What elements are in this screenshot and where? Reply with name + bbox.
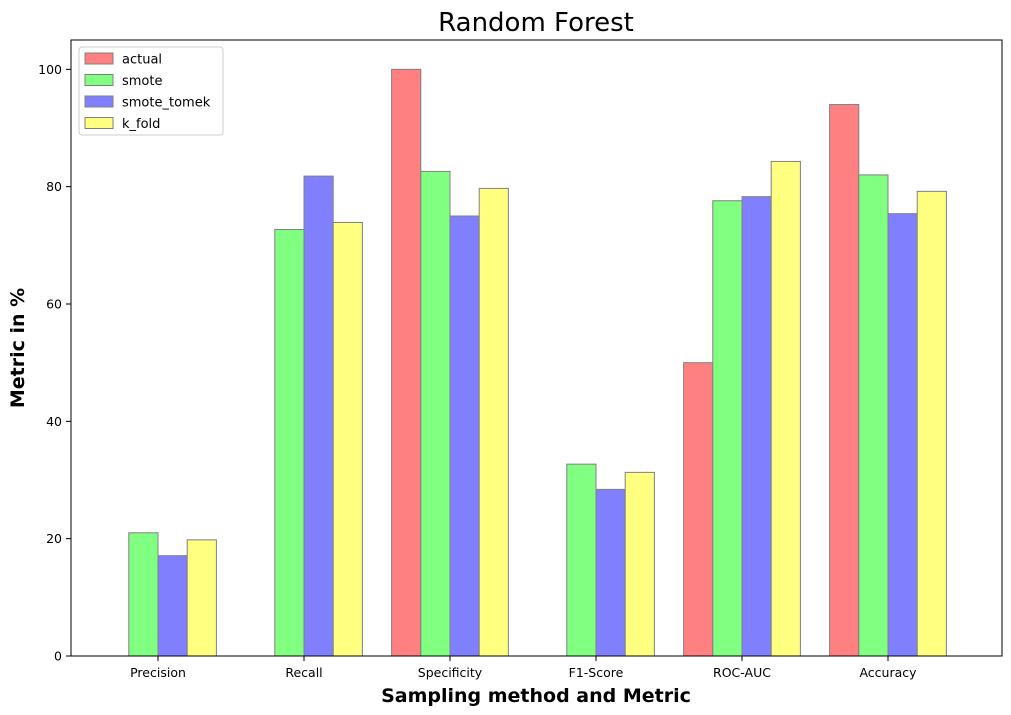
legend-label-smote_tomek: smote_tomek bbox=[122, 96, 211, 111]
y-tick-label: 0 bbox=[54, 649, 62, 664]
plot-frame bbox=[70, 39, 1003, 657]
bar-smote-recall bbox=[274, 228, 305, 657]
legend-swatch-smote_tomek bbox=[84, 95, 114, 108]
bar-actual-specificity bbox=[391, 68, 422, 657]
x-tick-label: F1-Score bbox=[569, 665, 624, 680]
legend-box bbox=[78, 46, 224, 136]
legend-swatch-k_fold bbox=[84, 117, 114, 129]
bar-smote_tomek-specificity bbox=[449, 215, 480, 657]
bar-smote-f1-score bbox=[566, 463, 597, 657]
bar-k_fold-accuracy bbox=[916, 190, 947, 657]
bar-smote_tomek-roc-auc bbox=[741, 196, 772, 657]
legend-label-k_fold: k_fold bbox=[122, 117, 160, 132]
bar-smote_tomek-accuracy bbox=[887, 213, 918, 657]
bar-actual-accuracy bbox=[829, 104, 860, 657]
bar-k_fold-roc-auc bbox=[770, 160, 801, 657]
bar-k_fold-specificity bbox=[478, 187, 509, 657]
x-tick-label: Accuracy bbox=[859, 665, 917, 680]
bar-smote_tomek-recall bbox=[303, 175, 334, 657]
y-tick-label: 100 bbox=[38, 62, 62, 77]
y-axis-label: Metric in % bbox=[7, 288, 29, 408]
x-tick-label: Specificity bbox=[418, 665, 483, 680]
x-tick-label: ROC-AUC bbox=[713, 665, 771, 680]
bar-k_fold-recall bbox=[332, 221, 363, 657]
legend: actual smote smote_tomek k_fold bbox=[78, 46, 224, 136]
bar-smote-accuracy bbox=[858, 174, 889, 657]
y-tick-label: 80 bbox=[46, 179, 62, 194]
y-axis: 0 20 40 60 80 100 bbox=[38, 62, 71, 664]
x-axis-label: Sampling method and Metric bbox=[381, 685, 691, 707]
legend-swatch-actual bbox=[84, 52, 114, 65]
x-tick-label: Recall bbox=[285, 665, 322, 680]
y-tick-label: 60 bbox=[46, 297, 62, 312]
chart-title: Random Forest bbox=[438, 8, 634, 38]
x-axis: Precision Recall Specificity F1-Score ROC-AU… bbox=[130, 656, 917, 680]
bar-smote_tomek-f1-score bbox=[595, 488, 626, 657]
x-tick-label: Precision bbox=[130, 665, 186, 680]
bar-smote-precision bbox=[128, 532, 159, 657]
bar-actual-roc-auc bbox=[683, 362, 714, 657]
y-tick-label: 40 bbox=[46, 414, 62, 429]
legend-swatch-smote bbox=[84, 74, 114, 86]
bar-k_fold-f1-score bbox=[624, 471, 655, 657]
bar-k_fold-precision bbox=[186, 539, 217, 657]
bar-smote_tomek-precision bbox=[157, 555, 188, 657]
legend-label-actual: actual bbox=[122, 53, 162, 68]
y-tick-label: 20 bbox=[46, 531, 62, 546]
legend-label-smote: smote bbox=[122, 74, 163, 89]
bar-smote-specificity bbox=[420, 170, 451, 657]
bar-smote-roc-auc bbox=[712, 200, 743, 657]
bars-group bbox=[128, 68, 947, 657]
